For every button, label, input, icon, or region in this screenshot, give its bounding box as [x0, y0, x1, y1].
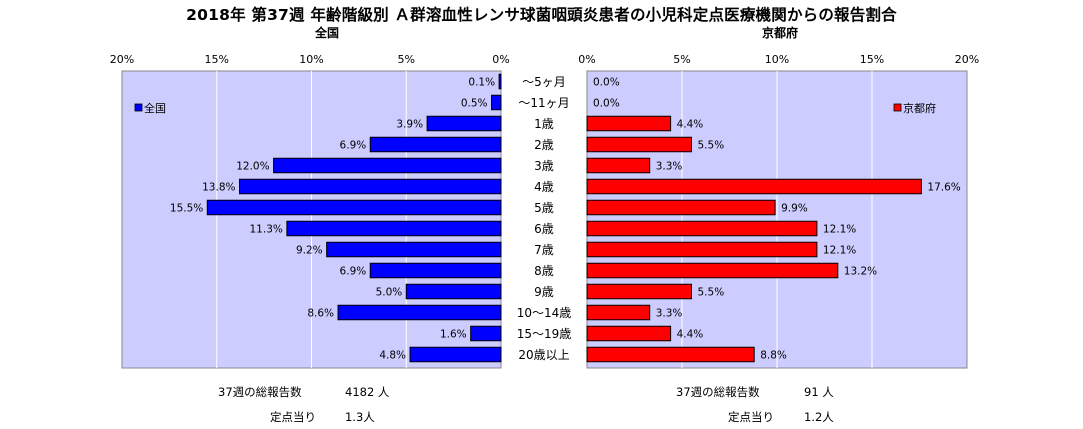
- kyoto-bar: [586, 199, 776, 216]
- kyoto-bar: [586, 346, 755, 363]
- left-x-tick-label: 15%: [205, 53, 229, 66]
- age-category-label: 15～19歳: [517, 327, 572, 341]
- national-value-label: 4.8%: [379, 350, 406, 362]
- age-category-label: 10～14歳: [517, 306, 572, 320]
- kyoto-value-label: 5.5%: [698, 287, 725, 299]
- national-value-label: 0.1%: [468, 77, 495, 89]
- kyoto-bar: [586, 136, 692, 153]
- national-value-label: 15.5%: [170, 203, 203, 215]
- kyoto-value-label: 9.9%: [781, 203, 808, 215]
- national-total-reports-value: 4182 人: [345, 385, 390, 399]
- national-bar: [491, 94, 502, 111]
- national-value-label: 3.9%: [396, 119, 423, 131]
- national-bar: [369, 136, 502, 153]
- national-legend-label: 全国: [144, 101, 166, 115]
- right-x-tick-label: 15%: [860, 53, 884, 66]
- national-value-label: 5.0%: [376, 287, 403, 299]
- national-bar: [273, 157, 502, 174]
- national-total-reports-label: 37週の総報告数: [218, 385, 302, 399]
- right-panel-title: 京都府: [761, 26, 798, 40]
- kyoto-value-label: 3.3%: [656, 308, 683, 320]
- national-value-label: 0.5%: [461, 98, 488, 110]
- age-category-label: ～5ヶ月: [522, 75, 566, 89]
- national-value-label: 6.9%: [340, 140, 367, 152]
- national-value-label: 9.2%: [296, 245, 323, 257]
- national-bar: [369, 262, 502, 279]
- kyoto-value-label: 8.8%: [760, 350, 787, 362]
- kyoto-value-label: 4.4%: [677, 119, 704, 131]
- left-x-tick-label: 0%: [492, 53, 509, 66]
- left-panel-title: 全国: [314, 26, 339, 40]
- national-per-site-value: 1.3人: [345, 410, 375, 424]
- kyoto-bar: [586, 115, 672, 132]
- national-value-label: 1.6%: [440, 329, 467, 341]
- kyoto-total-reports-value: 91 人: [804, 385, 834, 399]
- national-per-site-label: 定点当り: [270, 410, 316, 424]
- chart-title: 2018年 第37週 年齢階級別 Ａ群溶血性レンサ球菌咽頭炎患者の小児科定点医療…: [186, 6, 897, 24]
- national-bar: [286, 220, 502, 237]
- age-category-label: ～11ヶ月: [518, 96, 569, 110]
- age-category-label: 6歳: [534, 222, 554, 236]
- kyoto-value-label: 13.2%: [844, 266, 877, 278]
- kyoto-per-site-label: 定点当り: [728, 410, 774, 424]
- kyoto-value-label: 5.5%: [698, 140, 725, 152]
- national-bar: [326, 241, 502, 258]
- kyoto-value-label: 3.3%: [656, 161, 683, 173]
- age-category-label: 5歳: [534, 201, 554, 215]
- kyoto-per-site-value: 1.2人: [804, 410, 834, 424]
- right-x-tick-label: 10%: [765, 53, 789, 66]
- kyoto-value-label: 4.4%: [677, 329, 704, 341]
- national-bar: [206, 199, 502, 216]
- age-category-label: 3歳: [534, 159, 554, 173]
- national-bar: [337, 304, 502, 321]
- right-x-tick-label: 0%: [578, 53, 595, 66]
- age-category-label: 7歳: [534, 243, 554, 257]
- national-value-label: 8.6%: [307, 308, 334, 320]
- national-bar: [498, 73, 502, 90]
- kyoto-bar: [586, 241, 818, 258]
- national-value-label: 13.8%: [202, 182, 235, 194]
- left-x-tick-label: 20%: [110, 53, 134, 66]
- kyoto-legend-swatch: [893, 103, 902, 112]
- kyoto-bar: [586, 178, 922, 195]
- age-category-label: 2歳: [534, 138, 554, 152]
- right-x-tick-label: 20%: [955, 53, 979, 66]
- kyoto-bar: [586, 157, 651, 174]
- age-category-label: 1歳: [534, 117, 554, 131]
- right-x-tick-label: 5%: [673, 53, 690, 66]
- national-value-label: 11.3%: [250, 224, 283, 236]
- kyoto-bar: [586, 325, 672, 342]
- age-category-label: 8歳: [534, 264, 554, 278]
- kyoto-bar: [586, 262, 839, 279]
- age-category-label: 20歳以上: [518, 348, 569, 362]
- left-x-tick-label: 10%: [299, 53, 323, 66]
- national-bar: [405, 283, 502, 300]
- kyoto-legend-label: 京都府: [903, 101, 936, 115]
- national-bar: [470, 325, 502, 342]
- national-legend-swatch: [134, 103, 143, 112]
- kyoto-value-label: 0.0%: [593, 77, 620, 89]
- national-bar: [238, 178, 502, 195]
- age-category-label: 4歳: [534, 180, 554, 194]
- national-value-label: 12.0%: [236, 161, 269, 173]
- kyoto-value-label: 12.1%: [823, 224, 856, 236]
- kyoto-bar: [586, 220, 818, 237]
- national-bar: [426, 115, 502, 132]
- kyoto-bar: [586, 283, 692, 300]
- kyoto-value-label: 17.6%: [927, 182, 960, 194]
- left-x-tick-label: 5%: [398, 53, 415, 66]
- kyoto-value-label: 12.1%: [823, 245, 856, 257]
- kyoto-total-reports-label: 37週の総報告数: [676, 385, 760, 399]
- national-bar: [409, 346, 502, 363]
- national-value-label: 6.9%: [340, 266, 367, 278]
- age-category-label: 9歳: [534, 285, 554, 299]
- kyoto-bar: [586, 304, 651, 321]
- kyoto-value-label: 0.0%: [593, 98, 620, 110]
